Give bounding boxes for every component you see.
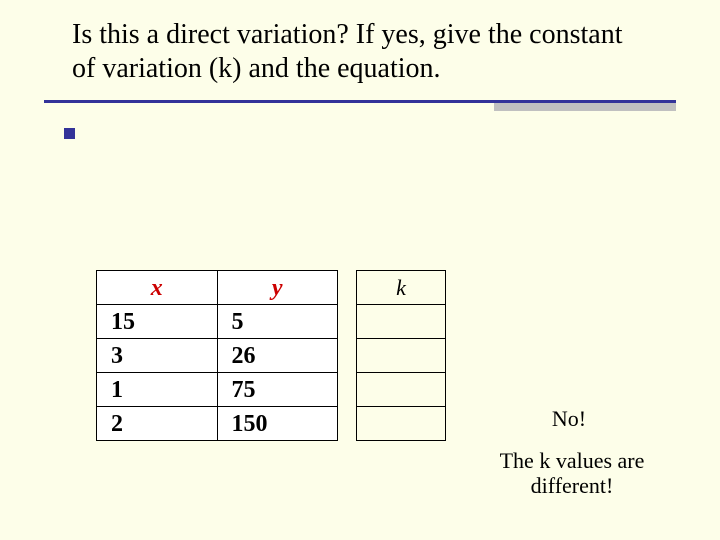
- cell-y: 26: [217, 339, 338, 373]
- column-header-y: y: [217, 271, 338, 305]
- column-header-x: x: [97, 271, 218, 305]
- table-row: [357, 407, 446, 441]
- table-row: 1 75: [97, 373, 338, 407]
- k-table: k: [356, 270, 446, 441]
- bullet-icon: [64, 128, 75, 139]
- cell-x: 15: [97, 305, 218, 339]
- table-row: 15 5: [97, 305, 338, 339]
- table-row: 3 26: [97, 339, 338, 373]
- cell-y: 5: [217, 305, 338, 339]
- table-row: [357, 373, 446, 407]
- table-row: [357, 305, 446, 339]
- cell-y: 150: [217, 407, 338, 441]
- cell-k: [357, 339, 446, 373]
- cell-k: [357, 373, 446, 407]
- table-row: 2 150: [97, 407, 338, 441]
- cell-x: 2: [97, 407, 218, 441]
- cell-k: [357, 305, 446, 339]
- table-header-row: x y: [97, 271, 338, 305]
- answer-no: No!: [489, 406, 649, 432]
- column-header-k: k: [357, 271, 446, 305]
- cell-y: 75: [217, 373, 338, 407]
- cell-x: 3: [97, 339, 218, 373]
- xy-data-table: x y 15 5 3 26 1 75 2 150: [96, 270, 338, 441]
- table-header-row: k: [357, 271, 446, 305]
- table-row: [357, 339, 446, 373]
- title-underline-shadow: [494, 103, 676, 111]
- slide-title: Is this a direct variation? If yes, give…: [72, 18, 652, 85]
- cell-k: [357, 407, 446, 441]
- answer-explain: The k values are different!: [472, 448, 672, 499]
- cell-x: 1: [97, 373, 218, 407]
